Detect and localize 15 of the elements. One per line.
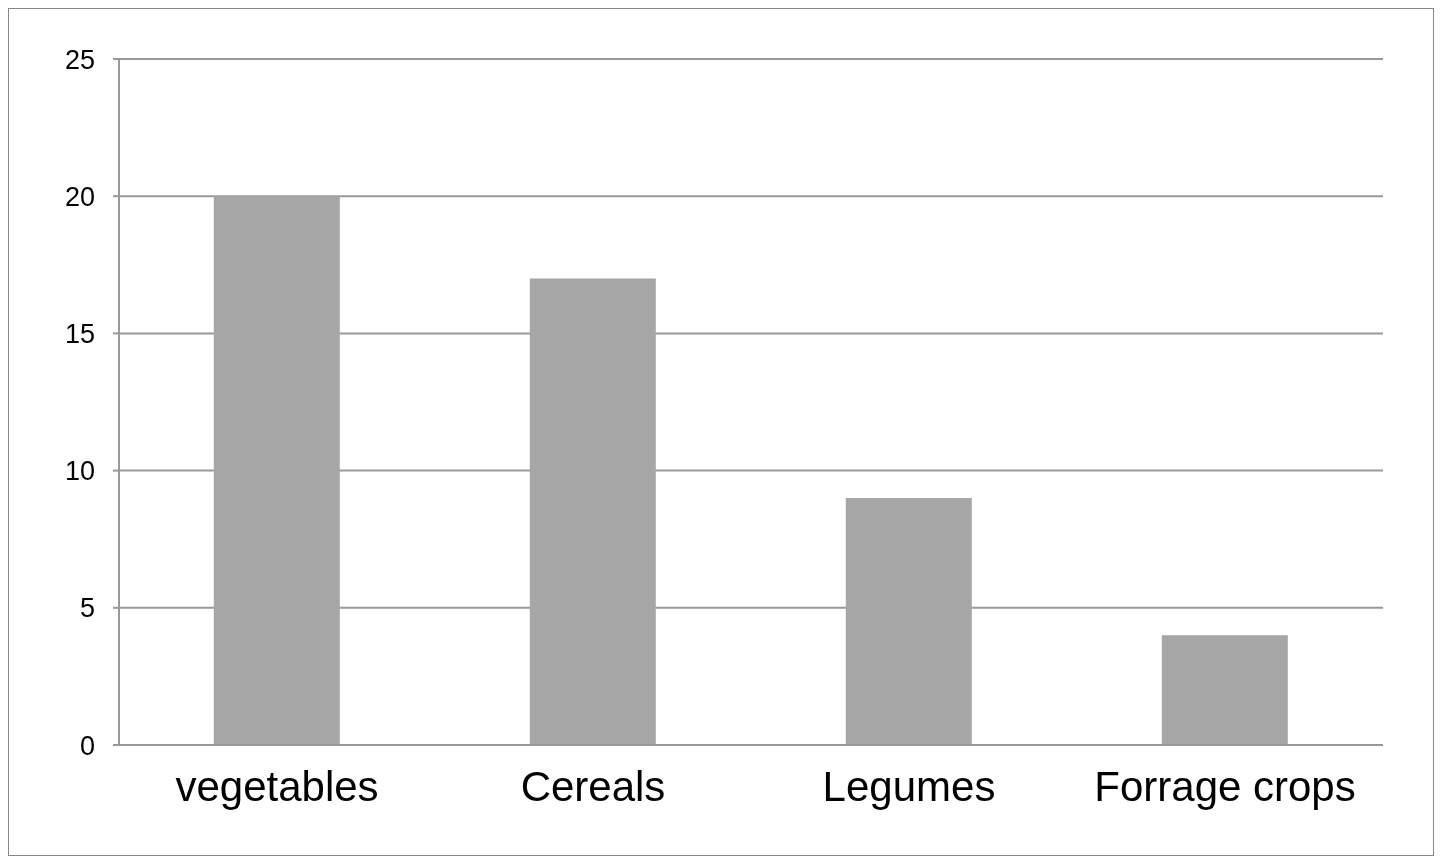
x-tick-label: Forrage crops (1094, 762, 1356, 810)
x-tick-label: Cereals (520, 762, 666, 810)
y-tick-label: 20 (64, 181, 95, 212)
y-tick-label: 25 (64, 44, 95, 75)
chart-frame: vegetables Cereals Legumes Forrage crops 0 5 10 15 20 25 (8, 8, 1434, 856)
bar (529, 278, 656, 745)
y-tick-label: 0 (79, 730, 95, 761)
x-tick-label: vegetables (175, 762, 379, 810)
y-tick-label: 5 (79, 593, 95, 624)
x-tick-label: Legumes (822, 762, 996, 810)
bar (845, 498, 972, 745)
bar (213, 196, 340, 745)
y-tick-label: 10 (64, 456, 95, 487)
bar (1161, 635, 1288, 745)
y-tick-label: 15 (64, 318, 95, 349)
